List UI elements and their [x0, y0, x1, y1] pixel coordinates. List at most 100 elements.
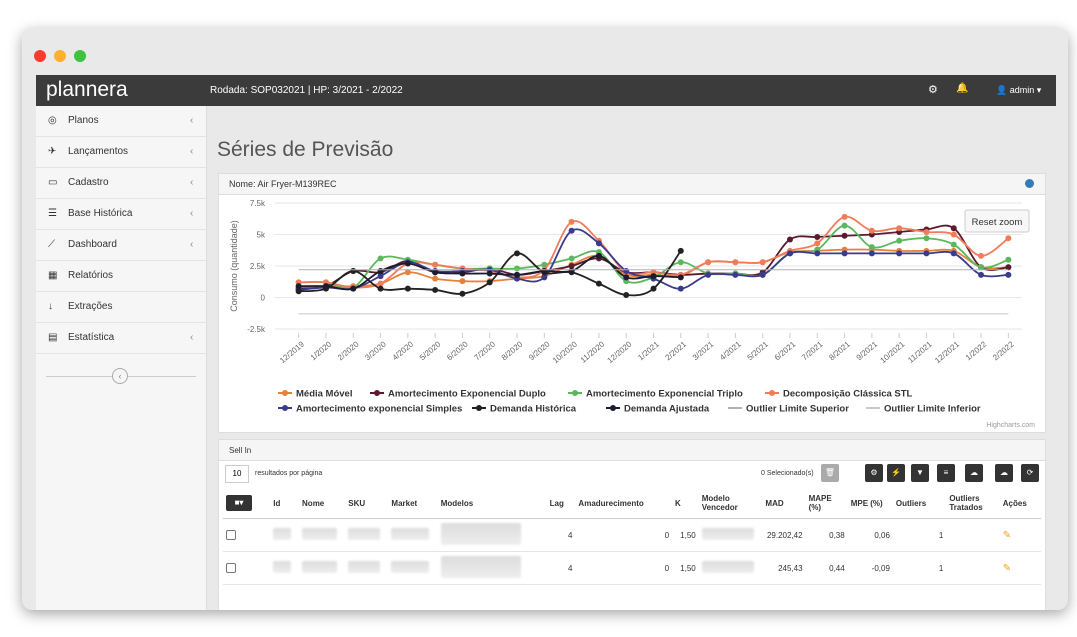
column-header[interactable]: MAPE (%)	[805, 488, 848, 519]
toolbar-button[interactable]: ▼	[911, 464, 929, 482]
menu-item[interactable]: ▤ Estatística ‹	[36, 323, 206, 354]
point	[377, 285, 384, 292]
logo[interactable]: plannera	[46, 78, 128, 101]
point	[978, 271, 985, 278]
point	[459, 270, 466, 277]
toolbar-button[interactable]: ⚡	[887, 464, 905, 482]
column-header[interactable]: Modelos	[437, 488, 547, 519]
select-all-button[interactable]: ■▾	[226, 495, 252, 511]
minimize-dot[interactable]	[54, 50, 66, 62]
column-header[interactable]: Modelo Vencedor	[698, 488, 763, 519]
menu-label[interactable]: Cadastro	[68, 177, 109, 188]
legend-label[interactable]: Demanda Ajustada	[624, 404, 710, 415]
close-dot[interactable]	[34, 50, 46, 62]
user-name[interactable]: admin	[1009, 85, 1035, 95]
toolbar-button[interactable]: ≡	[937, 464, 955, 482]
menu-item[interactable]: ☰ Base Histórica ‹	[36, 199, 206, 230]
column-header[interactable]: Ações	[999, 488, 1041, 519]
point	[677, 274, 684, 281]
menu-label[interactable]: Relatórios	[68, 270, 114, 281]
point	[1005, 235, 1012, 242]
settings-icon[interactable]: ⚙	[928, 84, 938, 96]
column-header[interactable]: Outliers Tratados	[946, 488, 1000, 519]
collapse-button[interactable]	[1025, 179, 1034, 188]
legend-label[interactable]: Amortecimento Exponencial Triplo	[586, 389, 743, 400]
point	[295, 288, 302, 295]
menu-item[interactable]: ↓ Extrações	[36, 292, 206, 323]
reset-zoom-label[interactable]: Reset zoom	[972, 217, 1023, 228]
legend-label[interactable]: Outlier Limite Inferior	[884, 404, 981, 415]
menu-label[interactable]: Extrações	[68, 301, 113, 312]
menu-label[interactable]: Planos	[68, 115, 99, 126]
cell	[946, 518, 1000, 552]
menu-item[interactable]: ✈ Lançamentos ‹	[36, 137, 206, 168]
reset-zoom-button[interactable]	[964, 209, 1030, 233]
row-checkbox[interactable]	[226, 563, 236, 573]
row-checkbox[interactable]	[226, 530, 236, 540]
point	[732, 259, 739, 266]
menu-item[interactable]: ▦ Relatórios	[36, 261, 206, 292]
column-header[interactable]: K	[672, 488, 699, 519]
menu-item[interactable]: ▭ Cadastro ‹	[36, 168, 206, 199]
credits[interactable]: Highcharts.com	[986, 422, 1035, 429]
cell: 0,44	[805, 551, 848, 585]
x-tick-label: 12/2019	[278, 339, 306, 365]
column-header[interactable]: Id	[270, 488, 300, 519]
point	[841, 222, 848, 229]
toolbar-button[interactable]: ☁	[995, 464, 1013, 482]
point	[568, 263, 575, 269]
column-header[interactable]: MAD	[762, 488, 806, 519]
menu-item[interactable]: ◎ Planos ‹	[36, 106, 206, 137]
menu-label[interactable]: Dashboard	[68, 239, 117, 250]
point	[732, 271, 739, 278]
point	[677, 259, 684, 266]
x-tick-label: 9/2021	[855, 339, 880, 362]
point	[595, 252, 602, 259]
x-tick-label: 11/2020	[579, 339, 607, 364]
cell: 0	[575, 551, 673, 585]
legend-label[interactable]: Amortecimento Exponencial Duplo	[388, 389, 546, 400]
cell: 1	[892, 551, 947, 585]
legend-label[interactable]: Demanda Histórica	[490, 404, 577, 415]
menu-label[interactable]: Lançamentos	[68, 146, 129, 157]
legend-label[interactable]: Média Móvel	[296, 389, 353, 400]
column-header[interactable]: SKU	[345, 488, 389, 519]
toolbar-button[interactable]: 🗑	[821, 464, 839, 482]
bell-icon[interactable]: 🔔	[956, 83, 969, 94]
menu-item[interactable]: ⟋ Dashboard ‹	[36, 230, 206, 261]
point	[814, 240, 821, 247]
column-header[interactable]: MPE (%)	[847, 488, 893, 519]
blurred-text	[273, 528, 292, 540]
maximize-dot[interactable]	[74, 50, 86, 62]
x-tick-label: 9/2020	[527, 339, 552, 362]
legend-label[interactable]: Amortecimento exponencial Simples	[296, 404, 462, 415]
column-header[interactable]: Lag	[546, 488, 576, 519]
column-header[interactable]: Outliers	[892, 488, 947, 519]
window: plannera Rodada: SOP032021 | HP: 3/2021 …	[22, 28, 1068, 610]
x-tick-label: 2/2022	[991, 339, 1016, 362]
cell	[299, 551, 346, 585]
toolbar-button[interactable]: ⟳	[1021, 464, 1039, 482]
series-line	[298, 248, 1009, 289]
column-header[interactable]: Amadurecimento	[575, 488, 673, 519]
edit-icon[interactable]: ✎	[1002, 529, 1012, 541]
point	[568, 268, 575, 275]
sidebar-toggle[interactable]: ‹	[112, 368, 128, 384]
user-menu[interactable]: 👤 admin ▾	[996, 85, 1042, 95]
point	[759, 259, 766, 266]
menu-label[interactable]: Base Histórica	[68, 208, 133, 219]
cell: 0,06	[847, 518, 893, 552]
legend-label[interactable]: Decomposição Clássica STL	[783, 389, 913, 400]
cell	[270, 551, 300, 585]
column-header[interactable]: Market	[388, 488, 438, 519]
edit-icon[interactable]: ✎	[1002, 562, 1012, 574]
toolbar-button[interactable]: ⚙	[865, 464, 883, 482]
column-header[interactable]: Nome	[299, 488, 346, 519]
legend-label[interactable]: Outlier Limite Superior	[746, 404, 849, 415]
menu-icon: ↓	[48, 301, 53, 312]
toolbar-button[interactable]: ☁	[965, 464, 983, 482]
page-size[interactable]: 10	[225, 465, 249, 483]
point	[514, 265, 521, 272]
menu-label[interactable]: Estatística	[68, 332, 115, 343]
point	[541, 261, 548, 268]
